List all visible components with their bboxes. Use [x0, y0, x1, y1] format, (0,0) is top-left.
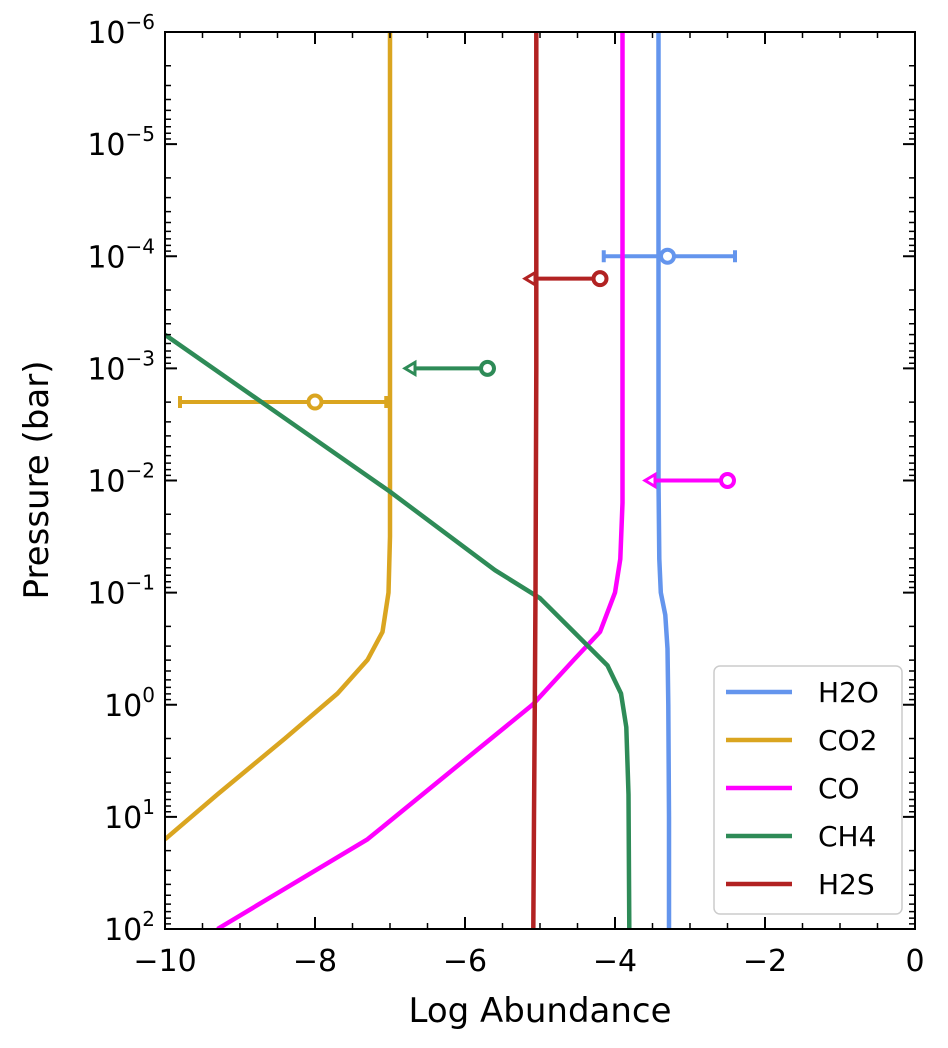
- retrieval-co: [642, 471, 736, 490]
- retrieval-h2s: [522, 270, 609, 288]
- y-tick-label: 102: [104, 907, 155, 948]
- y-tick-exponent: −6: [126, 10, 155, 34]
- y-tick-base: 10: [104, 801, 142, 836]
- y-tick-exponent: 1: [142, 795, 155, 819]
- y-tick-label: 10−3: [87, 346, 155, 387]
- x-tick-label: −4: [593, 944, 637, 979]
- y-tick-label: 101: [104, 795, 155, 836]
- x-axis-title: Log Abundance: [408, 991, 671, 1031]
- y-tick-label: 10−1: [87, 571, 155, 612]
- legend-label-h2o: H2O: [818, 676, 879, 709]
- profile-line-co: [216, 32, 625, 929]
- series-co: [216, 32, 625, 929]
- legend-label-co2: CO2: [818, 724, 877, 757]
- y-tick-exponent: −4: [126, 234, 155, 258]
- retrieval-ch4: [402, 359, 496, 378]
- y-tick-label: 10−4: [87, 234, 155, 275]
- legend-box: [713, 665, 903, 915]
- y-tick-base: 10: [87, 16, 125, 51]
- legend: H2O CO2 CO CH4 H2S: [713, 665, 903, 915]
- retrieval-marker: [306, 393, 324, 411]
- y-tick-label: 10−6: [87, 10, 155, 51]
- y-tick-exponent: −2: [126, 459, 155, 483]
- y-axis-title: Pressure (bar): [17, 361, 57, 600]
- y-tick-base: 10: [104, 913, 142, 948]
- y-tick-exponent: −5: [126, 122, 155, 146]
- y-tick-base: 10: [104, 689, 142, 724]
- x-tick-label: −6: [443, 944, 487, 979]
- series-co2: [165, 32, 393, 842]
- upper-limit-arrow: [522, 270, 537, 288]
- profile-line-h2o: [656, 32, 672, 929]
- retrieval-marker: [719, 472, 736, 489]
- y-tick-label: 100: [104, 683, 155, 724]
- y-tick-label: 10−5: [87, 122, 155, 163]
- profile-line-h2s: [531, 32, 539, 929]
- retrieval-marker: [591, 270, 609, 288]
- retrieval-marker: [659, 247, 676, 265]
- legend-label-ch4: CH4: [818, 820, 876, 853]
- y-tick-exponent: −3: [126, 346, 155, 370]
- legend-label-co: CO: [818, 772, 860, 805]
- series-h2o: [656, 32, 672, 929]
- y-tick-base: 10: [87, 465, 125, 500]
- series-layer: [165, 32, 737, 929]
- legend-label-h2s: H2S: [818, 868, 875, 901]
- y-tick-base: 10: [87, 577, 125, 612]
- x-tick-label: −2: [743, 944, 787, 979]
- x-tick-label: −10: [133, 944, 196, 979]
- x-tick-label: −8: [293, 944, 337, 979]
- y-tick-base: 10: [87, 352, 125, 387]
- x-tick-label: 0: [905, 944, 924, 979]
- profile-line-ch4: [165, 332, 632, 929]
- retrieval-h2o: [601, 247, 737, 265]
- y-tick-exponent: 0: [142, 683, 155, 707]
- plot-frame: [164, 31, 916, 930]
- profile-line-co2: [165, 32, 393, 842]
- retrieval-marker: [479, 359, 496, 377]
- y-tick-exponent: 2: [142, 907, 155, 931]
- upper-limit-arrow: [402, 359, 417, 378]
- y-tick-exponent: −1: [126, 571, 155, 595]
- series-ch4: [165, 332, 632, 929]
- upper-limit-arrow: [642, 471, 657, 490]
- y-tick-base: 10: [87, 128, 125, 163]
- series-h2s: [531, 32, 539, 929]
- y-tick-label: 10−2: [87, 459, 155, 500]
- retrieval-co2: [178, 393, 389, 411]
- y-tick-base: 10: [87, 240, 125, 275]
